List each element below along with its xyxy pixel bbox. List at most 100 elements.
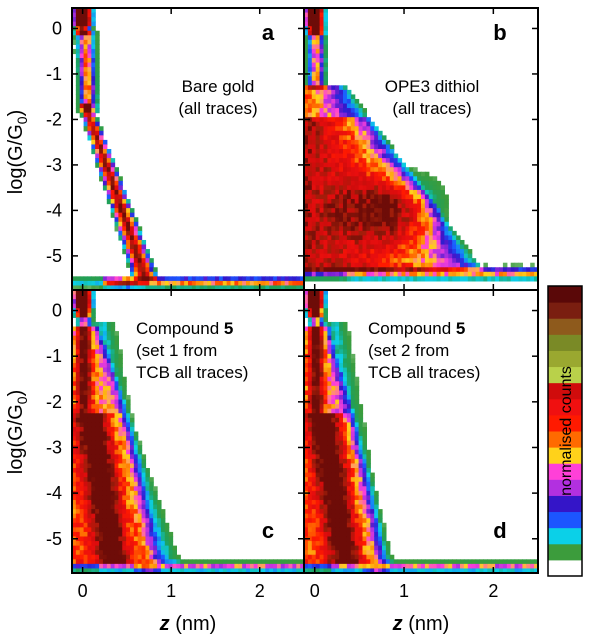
heatmap-cell [346, 189, 352, 196]
heatmap-cell [91, 440, 96, 446]
heatmap-cell [366, 121, 371, 127]
heatmap-cell [354, 112, 360, 118]
heatmap-cell [350, 258, 356, 264]
heatmap-cell [75, 426, 81, 433]
heatmap-cell [362, 554, 367, 560]
heatmap-cell [327, 139, 332, 146]
heatmap-cell [126, 253, 131, 259]
heatmap-cell [362, 458, 367, 465]
heatmap-cell [311, 221, 317, 227]
heatmap-cell [319, 276, 325, 282]
x-tick-label: 2 [488, 581, 498, 601]
heatmap-cell [409, 559, 414, 565]
heatmap-cell [362, 139, 367, 146]
heatmap-cell [362, 531, 367, 538]
heatmap-cell [409, 253, 414, 259]
heatmap-cell [307, 162, 313, 168]
heatmap-cell [122, 499, 127, 506]
heatmap-cell [149, 490, 154, 496]
heatmap-cell [79, 80, 85, 86]
heatmap-cell [311, 162, 317, 168]
heatmap-cell [346, 431, 352, 437]
heatmap-cell [106, 340, 112, 346]
heatmap-cell [110, 499, 116, 506]
heatmap-cell [172, 285, 177, 290]
heatmap-cell [315, 62, 321, 68]
heatmap-cell [401, 258, 406, 264]
heatmap-cell [83, 358, 89, 364]
heatmap-cell [358, 509, 364, 515]
heatmap-cell [307, 504, 313, 510]
heatmap-cell [315, 481, 321, 487]
heatmap-cell [346, 468, 352, 474]
heatmap-cell [160, 545, 166, 551]
heatmap-cell [335, 153, 340, 159]
heatmap-cell [374, 139, 379, 146]
heatmap-cell [413, 167, 418, 173]
heatmap-cell [95, 358, 100, 364]
heatmap-cell [350, 408, 356, 414]
heatmap-cell [118, 189, 123, 196]
heatmap-cell [87, 112, 92, 118]
heatmap-cell [346, 208, 352, 214]
heatmap-cell [350, 221, 356, 227]
heatmap-cell [401, 167, 406, 173]
heatmap-cell [331, 176, 336, 182]
heatmap-cell [350, 545, 356, 551]
heatmap-cell [331, 472, 336, 478]
heatmap-cell [358, 239, 364, 246]
heatmap-cell [164, 563, 170, 570]
heatmap-cell [319, 436, 325, 442]
colorbar-swatch [548, 302, 582, 319]
heatmap-cell [327, 108, 332, 114]
heatmap-cell [157, 568, 162, 573]
heatmap-cell [374, 130, 379, 136]
heatmap-cell [315, 139, 321, 146]
heatmap-cell [315, 303, 321, 309]
heatmap-cell [72, 404, 77, 410]
heatmap-cell [319, 490, 325, 496]
heatmap-cell [378, 563, 383, 570]
heatmap-cell [350, 445, 356, 451]
heatmap-cell [304, 390, 309, 396]
heatmap-cell [304, 126, 309, 132]
heatmap-cell [378, 180, 383, 186]
heatmap-cell [83, 67, 89, 73]
heatmap-cell [502, 276, 508, 282]
heatmap-cell [483, 267, 488, 273]
heatmap-cell [106, 363, 112, 369]
heatmap-cell [323, 162, 328, 168]
heatmap-cell [75, 568, 81, 573]
heatmap-cell [102, 568, 108, 573]
heatmap-cell [72, 35, 77, 41]
heatmap-cell [106, 536, 112, 542]
heatmap-cell [424, 217, 430, 223]
heatmap-cell [385, 253, 391, 259]
heatmap-cell [323, 527, 328, 533]
heatmap-cell [83, 126, 89, 132]
heatmap-cell [335, 126, 340, 132]
heatmap-cell [393, 568, 399, 573]
heatmap-cell [397, 171, 403, 177]
heatmap-cell [335, 390, 340, 396]
heatmap-cell [99, 559, 104, 565]
heatmap-cell [79, 331, 85, 337]
heatmap-cell [87, 308, 92, 314]
heatmap-cell [102, 541, 108, 547]
heatmap-cell [114, 554, 119, 560]
heatmap-cell [405, 185, 410, 191]
heatmap-cell [370, 162, 375, 168]
heatmap-cell [319, 30, 325, 36]
heatmap-cell [95, 394, 100, 401]
heatmap-cell [130, 217, 135, 223]
heatmap-cell [319, 513, 325, 519]
heatmap-cell [315, 531, 321, 538]
heatmap-cell [311, 126, 317, 132]
heatmap-cell [339, 550, 344, 556]
heatmap-cell [72, 554, 77, 560]
heatmap-cell [346, 363, 352, 369]
heatmap-cell [118, 399, 123, 405]
heatmap-cell [370, 550, 375, 556]
heatmap-cell [358, 126, 364, 132]
heatmap-cell [343, 212, 348, 218]
